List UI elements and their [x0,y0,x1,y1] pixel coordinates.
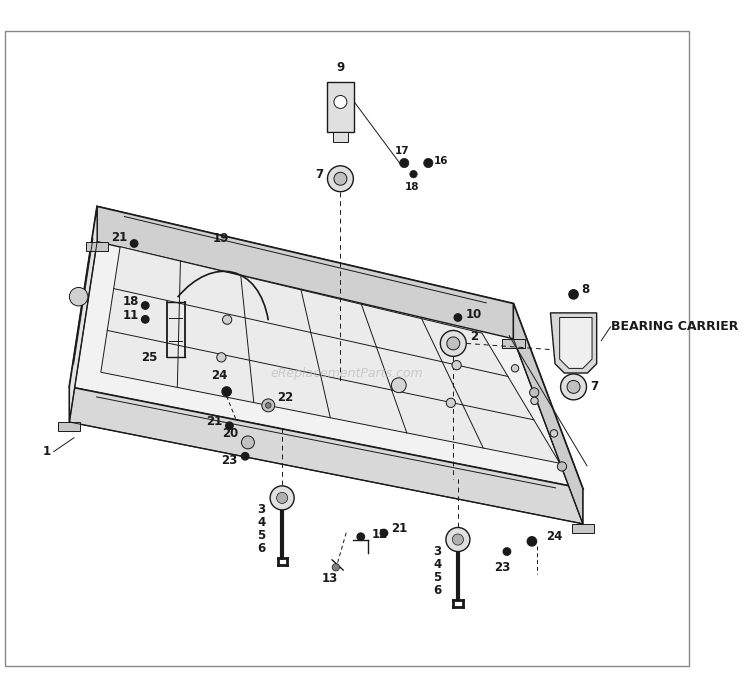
FancyBboxPatch shape [326,82,354,132]
Circle shape [270,486,294,510]
Polygon shape [70,206,98,422]
Circle shape [440,330,466,356]
Polygon shape [560,318,592,369]
Polygon shape [550,313,597,373]
Text: 3: 3 [433,545,441,558]
Circle shape [512,365,519,372]
Text: 10: 10 [465,308,482,321]
Text: 11: 11 [122,309,139,322]
Text: 18: 18 [122,296,139,308]
Text: 5: 5 [433,571,441,584]
Circle shape [447,337,460,350]
Text: 6: 6 [433,584,441,597]
Polygon shape [70,206,583,489]
Text: 4: 4 [257,516,265,530]
Circle shape [454,314,461,321]
Text: 19: 19 [213,232,230,245]
Circle shape [332,564,340,571]
Circle shape [567,381,580,393]
Polygon shape [86,242,108,251]
Text: 9: 9 [336,61,344,74]
Circle shape [70,287,88,306]
Polygon shape [100,247,560,464]
Text: 13: 13 [322,572,338,585]
Circle shape [424,158,433,168]
Circle shape [142,302,149,309]
Circle shape [531,397,538,404]
Text: 23: 23 [494,561,511,574]
Text: 8: 8 [581,283,590,296]
Text: 7: 7 [590,381,598,393]
Circle shape [560,374,586,400]
Circle shape [242,452,249,460]
Text: 6: 6 [257,542,265,556]
Text: 18: 18 [404,181,419,192]
Text: 22: 22 [278,392,294,404]
Text: 21: 21 [206,415,222,428]
Circle shape [277,492,288,503]
Text: 1: 1 [43,445,51,458]
Text: 24: 24 [211,369,227,382]
Circle shape [334,172,347,185]
Circle shape [400,158,409,168]
Polygon shape [98,206,514,339]
Text: 4: 4 [433,558,441,571]
Circle shape [380,529,388,537]
Text: 3: 3 [257,503,265,516]
Text: 16: 16 [433,156,448,166]
Circle shape [527,537,536,546]
Circle shape [262,399,274,412]
Circle shape [328,166,353,192]
Text: 20: 20 [223,427,238,440]
Circle shape [130,240,138,247]
Polygon shape [514,304,583,524]
Circle shape [530,388,538,397]
Circle shape [569,290,578,299]
Text: 2: 2 [470,330,478,342]
Text: 7: 7 [316,167,324,181]
Circle shape [557,462,566,471]
Circle shape [266,403,271,408]
Text: 17: 17 [395,146,410,155]
Circle shape [242,436,254,449]
Circle shape [446,528,470,551]
Circle shape [357,533,364,540]
Polygon shape [503,339,524,348]
Circle shape [550,429,558,437]
Text: BEARING CARRIER: BEARING CARRIER [610,320,738,333]
Circle shape [452,360,461,370]
Circle shape [446,398,455,408]
Text: 25: 25 [141,351,158,364]
Circle shape [223,315,232,324]
Circle shape [452,534,464,545]
Text: 5: 5 [257,529,265,542]
Circle shape [503,548,511,556]
Text: 21: 21 [392,522,407,535]
Polygon shape [58,422,80,431]
Circle shape [410,171,417,178]
Text: 12: 12 [372,528,388,542]
Circle shape [222,387,231,396]
Text: 24: 24 [546,530,562,543]
Circle shape [392,378,406,392]
Text: eReplacementParts.com: eReplacementParts.com [271,367,423,379]
Circle shape [334,95,347,109]
Polygon shape [70,387,583,524]
Polygon shape [572,524,594,533]
Text: 23: 23 [221,454,238,468]
Polygon shape [333,132,348,141]
Circle shape [142,316,149,323]
Circle shape [217,353,226,362]
Circle shape [226,422,233,429]
Text: 21: 21 [112,231,128,243]
